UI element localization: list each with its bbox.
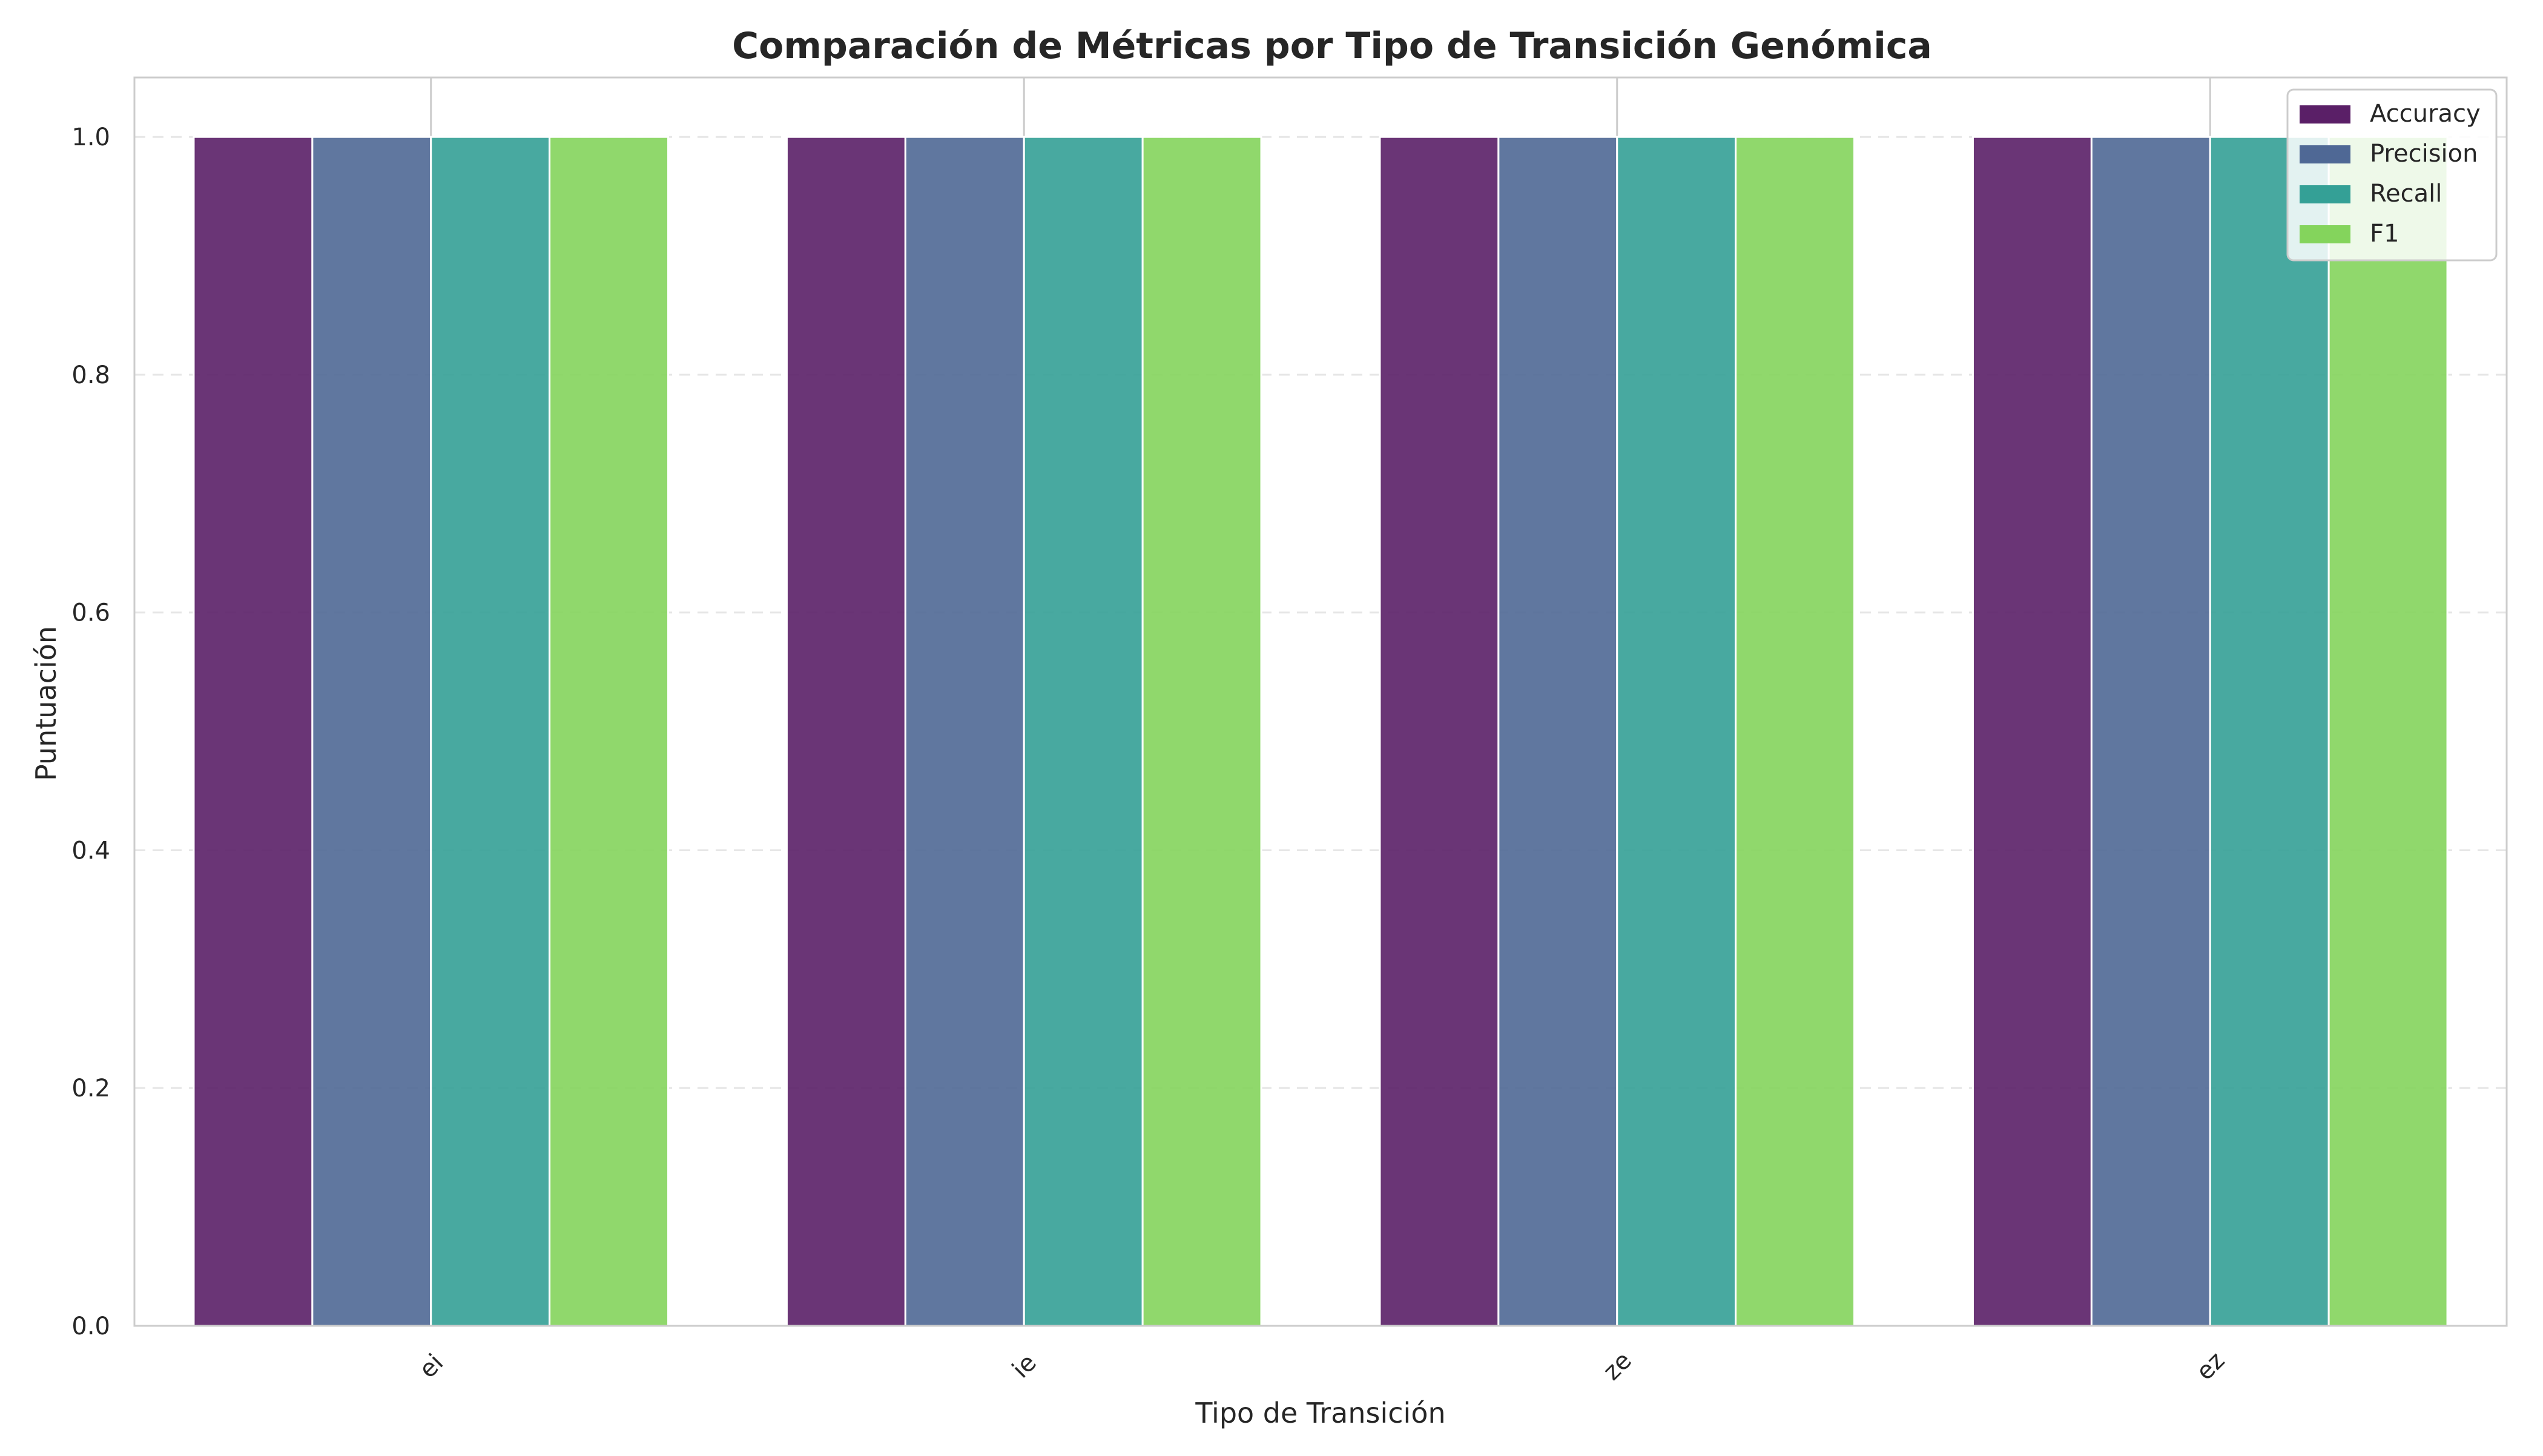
- x-axis-label: Tipo de Transición: [1195, 1397, 1445, 1429]
- bar-accuracy-ie: [785, 136, 906, 1327]
- bars: [193, 136, 2449, 1327]
- legend-swatch-recall: [2300, 185, 2350, 203]
- chart-title: Comparación de Métricas por Tipo de Tran…: [732, 25, 1932, 67]
- y-axis-ticks: 0.0 0.2 0.4 0.6 0.8 1.0: [71, 124, 110, 1340]
- legend-swatch-precision: [2300, 145, 2350, 163]
- y-tick-label: 0.0: [71, 1313, 110, 1340]
- bar-f1-ei: [549, 136, 670, 1327]
- y-tick-label: 0.8: [71, 361, 110, 389]
- bar-recall-ei: [430, 136, 551, 1327]
- legend-label-f1: F1: [2370, 220, 2399, 248]
- legend-label-accuracy: Accuracy: [2370, 100, 2481, 128]
- y-tick-label: 0.4: [71, 837, 110, 865]
- bar-accuracy-ez: [1971, 136, 2093, 1327]
- bar-precision-ze: [1497, 136, 1618, 1327]
- legend-box: [2286, 88, 2498, 262]
- legend: Accuracy Precision Recall F1: [2286, 88, 2498, 262]
- bar-recall-ie: [1023, 136, 1144, 1327]
- bar-recall-ze: [1616, 136, 1737, 1327]
- bar-f1-ze: [1735, 136, 1856, 1327]
- y-tick-label: 0.2: [71, 1075, 110, 1102]
- bar-recall-ez: [2209, 136, 2330, 1327]
- y-axis-label: Puntuación: [30, 626, 62, 781]
- bar-accuracy-ei: [193, 136, 314, 1327]
- y-tick-label: 0.6: [71, 599, 110, 627]
- bar-precision-ez: [2090, 136, 2211, 1327]
- legend-label-recall: Recall: [2370, 180, 2442, 208]
- legend-swatch-f1: [2300, 225, 2350, 243]
- legend-label-precision: Precision: [2370, 140, 2478, 168]
- bar-precision-ei: [311, 136, 432, 1327]
- plot-frame: [133, 76, 2508, 1327]
- bar-precision-ie: [904, 136, 1025, 1327]
- bar-f1-ie: [1141, 136, 1262, 1327]
- bar-f1-ez: [2327, 136, 2449, 1327]
- legend-swatch-accuracy: [2300, 105, 2350, 124]
- y-tick-label: 1.0: [71, 124, 110, 151]
- bar-accuracy-ze: [1379, 136, 1500, 1327]
